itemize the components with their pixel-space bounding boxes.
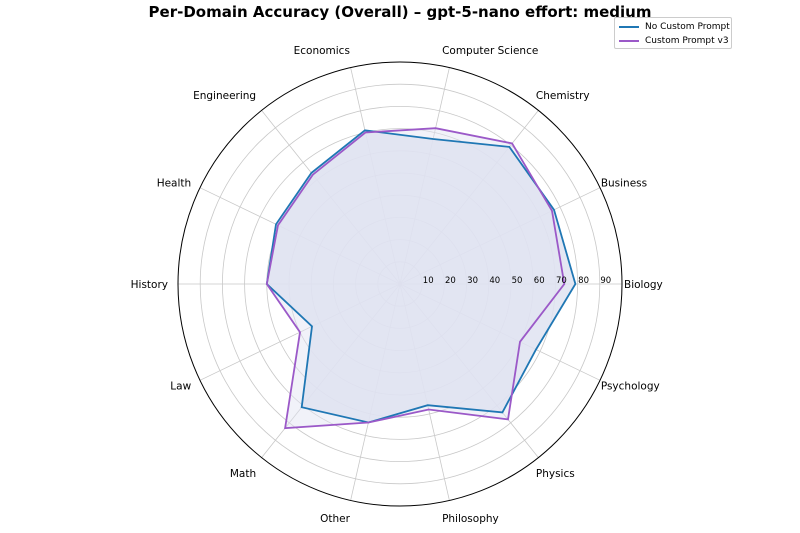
- radar-outer-ring: [177, 61, 623, 507]
- category-label: Math: [230, 468, 256, 480]
- category-label: Psychology: [601, 381, 660, 393]
- category-label: Other: [320, 513, 350, 525]
- series-fill: [266, 128, 565, 429]
- category-label: Computer Science: [442, 45, 538, 57]
- category-label: Economics: [294, 45, 350, 57]
- radar-fill: [266, 128, 576, 429]
- r-tick-label: 10: [423, 276, 434, 286]
- legend-item-series-1: No Custom Prompt: [619, 20, 730, 34]
- r-tick-label: 90: [600, 276, 611, 286]
- series-line: [265, 127, 566, 430]
- r-tick-label: 40: [489, 276, 500, 286]
- category-label: Law: [170, 381, 191, 393]
- r-tick-label: 80: [578, 276, 589, 286]
- r-tick-label: 70: [556, 276, 567, 286]
- category-label: Business: [601, 177, 647, 189]
- chart-title: Per-Domain Accuracy (Overall) – gpt-5-na…: [148, 3, 652, 21]
- legend-label-series-1: No Custom Prompt: [645, 22, 730, 32]
- legend: No Custom Prompt Custom Prompt v3: [614, 17, 732, 49]
- series-fill: [266, 130, 576, 423]
- category-label: Physics: [536, 468, 575, 480]
- radar-labels: 10 20 30 40 50 60 70 80 90 Biology Business Chemist…: [131, 45, 663, 525]
- category-label: History: [131, 279, 168, 291]
- legend-item-series-2: Custom Prompt v3: [619, 34, 729, 48]
- radar-series: [265, 127, 577, 430]
- legend-swatch-series-1: [619, 26, 639, 28]
- category-label: Biology: [624, 279, 663, 291]
- legend-swatch-series-2: [619, 40, 639, 42]
- category-label: Engineering: [193, 90, 256, 102]
- category-label: Health: [157, 177, 191, 189]
- category-label: Chemistry: [536, 90, 590, 102]
- legend-label-series-2: Custom Prompt v3: [645, 36, 729, 46]
- r-tick-label: 30: [467, 276, 478, 286]
- r-tick-label: 60: [534, 276, 545, 286]
- r-tick-label: 50: [512, 276, 523, 286]
- category-label: Philosophy: [442, 513, 499, 525]
- r-tick-label: 20: [445, 276, 456, 286]
